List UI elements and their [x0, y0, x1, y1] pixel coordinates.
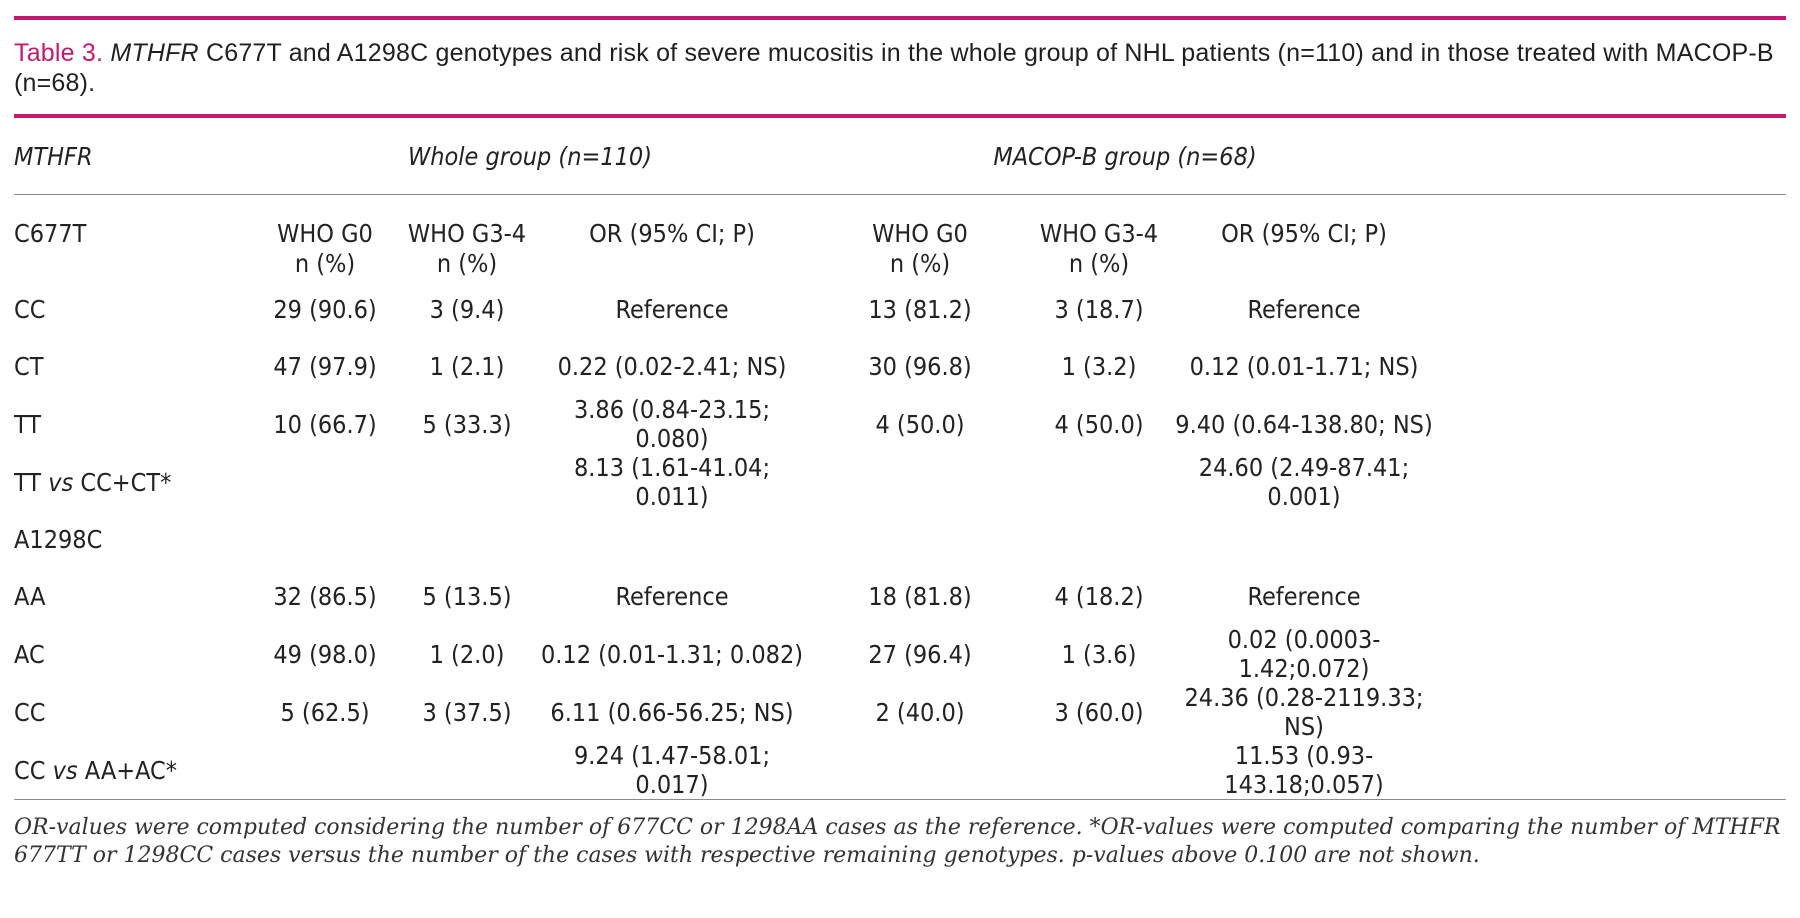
cell: 29 (90.6): [273, 295, 377, 324]
genotype-cell: CC: [14, 697, 46, 727]
cell: 5 (33.3): [422, 409, 512, 439]
table-row: AC 49 (98.0) 1 (2.0) 0.12 (0.01-1.31; 0.…: [14, 625, 1786, 683]
cell: 5 (62.5): [280, 697, 370, 727]
top-rule: [14, 16, 1786, 20]
cell: 3.86 (0.84-23.15; 0.080): [573, 395, 771, 453]
whole-g0-header: WHO G0 n (%): [277, 219, 373, 278]
table-row: AA 32 (86.5) 5 (13.5) Reference 18 (81.8…: [14, 568, 1786, 625]
table-figure: Table 3. MTHFR C677T and A1298C genotype…: [14, 16, 1786, 870]
cell: 6.11 (0.66-56.25; NS): [550, 697, 794, 727]
genotype-cell: TT vs CC+CT*: [14, 467, 172, 497]
cell: 1 (3.2): [1061, 352, 1137, 381]
table-row: A1298C: [14, 511, 1786, 568]
data-table: MTHFR Whole group (n=110) MACOP-B group …: [14, 118, 1786, 800]
cell: 24.60 (2.49-87.41; 0.001): [1198, 453, 1410, 511]
cell: 47 (97.9): [273, 352, 377, 381]
cell: 3 (60.0): [1054, 697, 1144, 727]
caption-label: Table 3.: [14, 39, 104, 67]
cell: [1031, 511, 1167, 568]
cell: [399, 741, 535, 800]
cell: 0.12 (0.01-1.31; 0.082): [540, 639, 804, 669]
whole-g34-header: WHO G3-4 n (%): [407, 219, 527, 278]
cell: 3 (9.4): [429, 295, 505, 324]
caption-gene: MTHFR: [110, 39, 199, 67]
cell: 4 (50.0): [875, 409, 965, 439]
macop-group-header: MACOP-B group (n=68): [809, 118, 1441, 195]
cell: 10 (66.7): [273, 409, 377, 439]
cell: 32 (86.5): [273, 582, 377, 611]
macop-g0-header: WHO G0 n (%): [872, 219, 968, 278]
cell: [1031, 741, 1167, 800]
macop-or-header: OR (95% CI; P): [1221, 219, 1387, 248]
cell: 30 (96.8): [868, 352, 972, 381]
caption-rule: [14, 114, 1786, 118]
cell: 5 (13.5): [422, 582, 512, 611]
table-row: CT 47 (97.9) 1 (2.1) 0.22 (0.02-2.41; NS…: [14, 338, 1786, 395]
table-row: TT vs CC+CT* 8.13 (1.61-41.04; 0.011) 24…: [14, 453, 1786, 511]
cell: [809, 741, 1031, 800]
cell: 0.02 (0.0003-1.42;0.072): [1227, 625, 1381, 683]
cell: 11.53 (0.93-143.18;0.057): [1167, 741, 1441, 800]
table-row: CC 5 (62.5) 3 (37.5) 6.11 (0.66-56.25; N…: [14, 683, 1786, 741]
cell: [1031, 453, 1167, 511]
cell: 3 (18.7): [1054, 295, 1144, 324]
genotype-cell: CC: [14, 295, 46, 324]
c677t-header: C677T: [14, 219, 87, 248]
cell: [399, 511, 535, 568]
cell: 4 (50.0): [1054, 409, 1144, 439]
table-footnote: OR-values were computed considering the …: [14, 815, 1781, 868]
cell: 0.12 (0.01-1.71; NS): [1189, 352, 1419, 381]
table-row: TT 10 (66.7) 5 (33.3) 3.86 (0.84-23.15; …: [14, 395, 1786, 453]
cell: 9.24 (1.47-58.01; 0.017): [535, 741, 809, 800]
genotype-cell: CC vs AA+AC*: [14, 741, 251, 800]
cell: 13 (81.2): [868, 295, 972, 324]
table-caption: Table 3. MTHFR C677T and A1298C genotype…: [14, 20, 1786, 114]
cell: 1 (3.6): [1061, 639, 1137, 669]
cell: 9.40 (0.64-138.80; NS): [1175, 409, 1433, 439]
cell: 27 (96.4): [868, 639, 972, 669]
cell: [251, 741, 399, 800]
cell: [809, 511, 1031, 568]
cell: 0.22 (0.02-2.41; NS): [557, 352, 787, 381]
caption-text: C677T and A1298C genotypes and risk of s…: [14, 39, 1774, 97]
genotype-cell: TT: [14, 409, 42, 439]
group-header-row: MTHFR Whole group (n=110) MACOP-B group …: [14, 118, 1786, 195]
column-header-row: C677T WHO G0 n (%) WHO G3-4 n (%) OR (95% …: [14, 195, 1786, 282]
cell: [251, 511, 399, 568]
genotype-cell: AC: [14, 639, 45, 669]
cell: [399, 453, 535, 511]
cell: 18 (81.8): [868, 582, 972, 611]
cell: 1 (2.1): [429, 352, 505, 381]
cell: 2 (40.0): [875, 697, 965, 727]
cell: 1 (2.0): [429, 639, 505, 669]
cell: Reference: [615, 295, 729, 324]
macop-g34-header: WHO G3-4 n (%): [1039, 219, 1159, 278]
table-row: CC vs AA+AC* 9.24 (1.47-58.01; 0.017) 11…: [14, 741, 1786, 800]
whole-or-header: OR (95% CI; P): [589, 219, 755, 248]
cell: Reference: [1247, 295, 1361, 324]
cell: 4 (18.2): [1054, 582, 1144, 611]
genotype-cell: A1298C: [14, 525, 103, 554]
genotype-cell: AA: [14, 582, 46, 611]
cell: [251, 453, 399, 511]
cell: 24.36 (0.28-2119.33; NS): [1184, 683, 1424, 741]
cell: [1167, 511, 1441, 568]
gene-header: MTHFR: [14, 118, 251, 195]
cell: 49 (98.0): [273, 639, 377, 669]
cell: Reference: [1247, 582, 1361, 611]
genotype-cell: CT: [14, 352, 44, 381]
cell: 3 (37.5): [422, 697, 512, 727]
whole-group-header: Whole group (n=110): [251, 118, 809, 195]
cell: [809, 453, 1031, 511]
table-row: CC 29 (90.6) 3 (9.4) Reference 13 (81.2)…: [14, 281, 1786, 338]
cell: 8.13 (1.61-41.04; 0.011): [573, 453, 771, 511]
cell: Reference: [615, 582, 729, 611]
cell: [535, 511, 809, 568]
